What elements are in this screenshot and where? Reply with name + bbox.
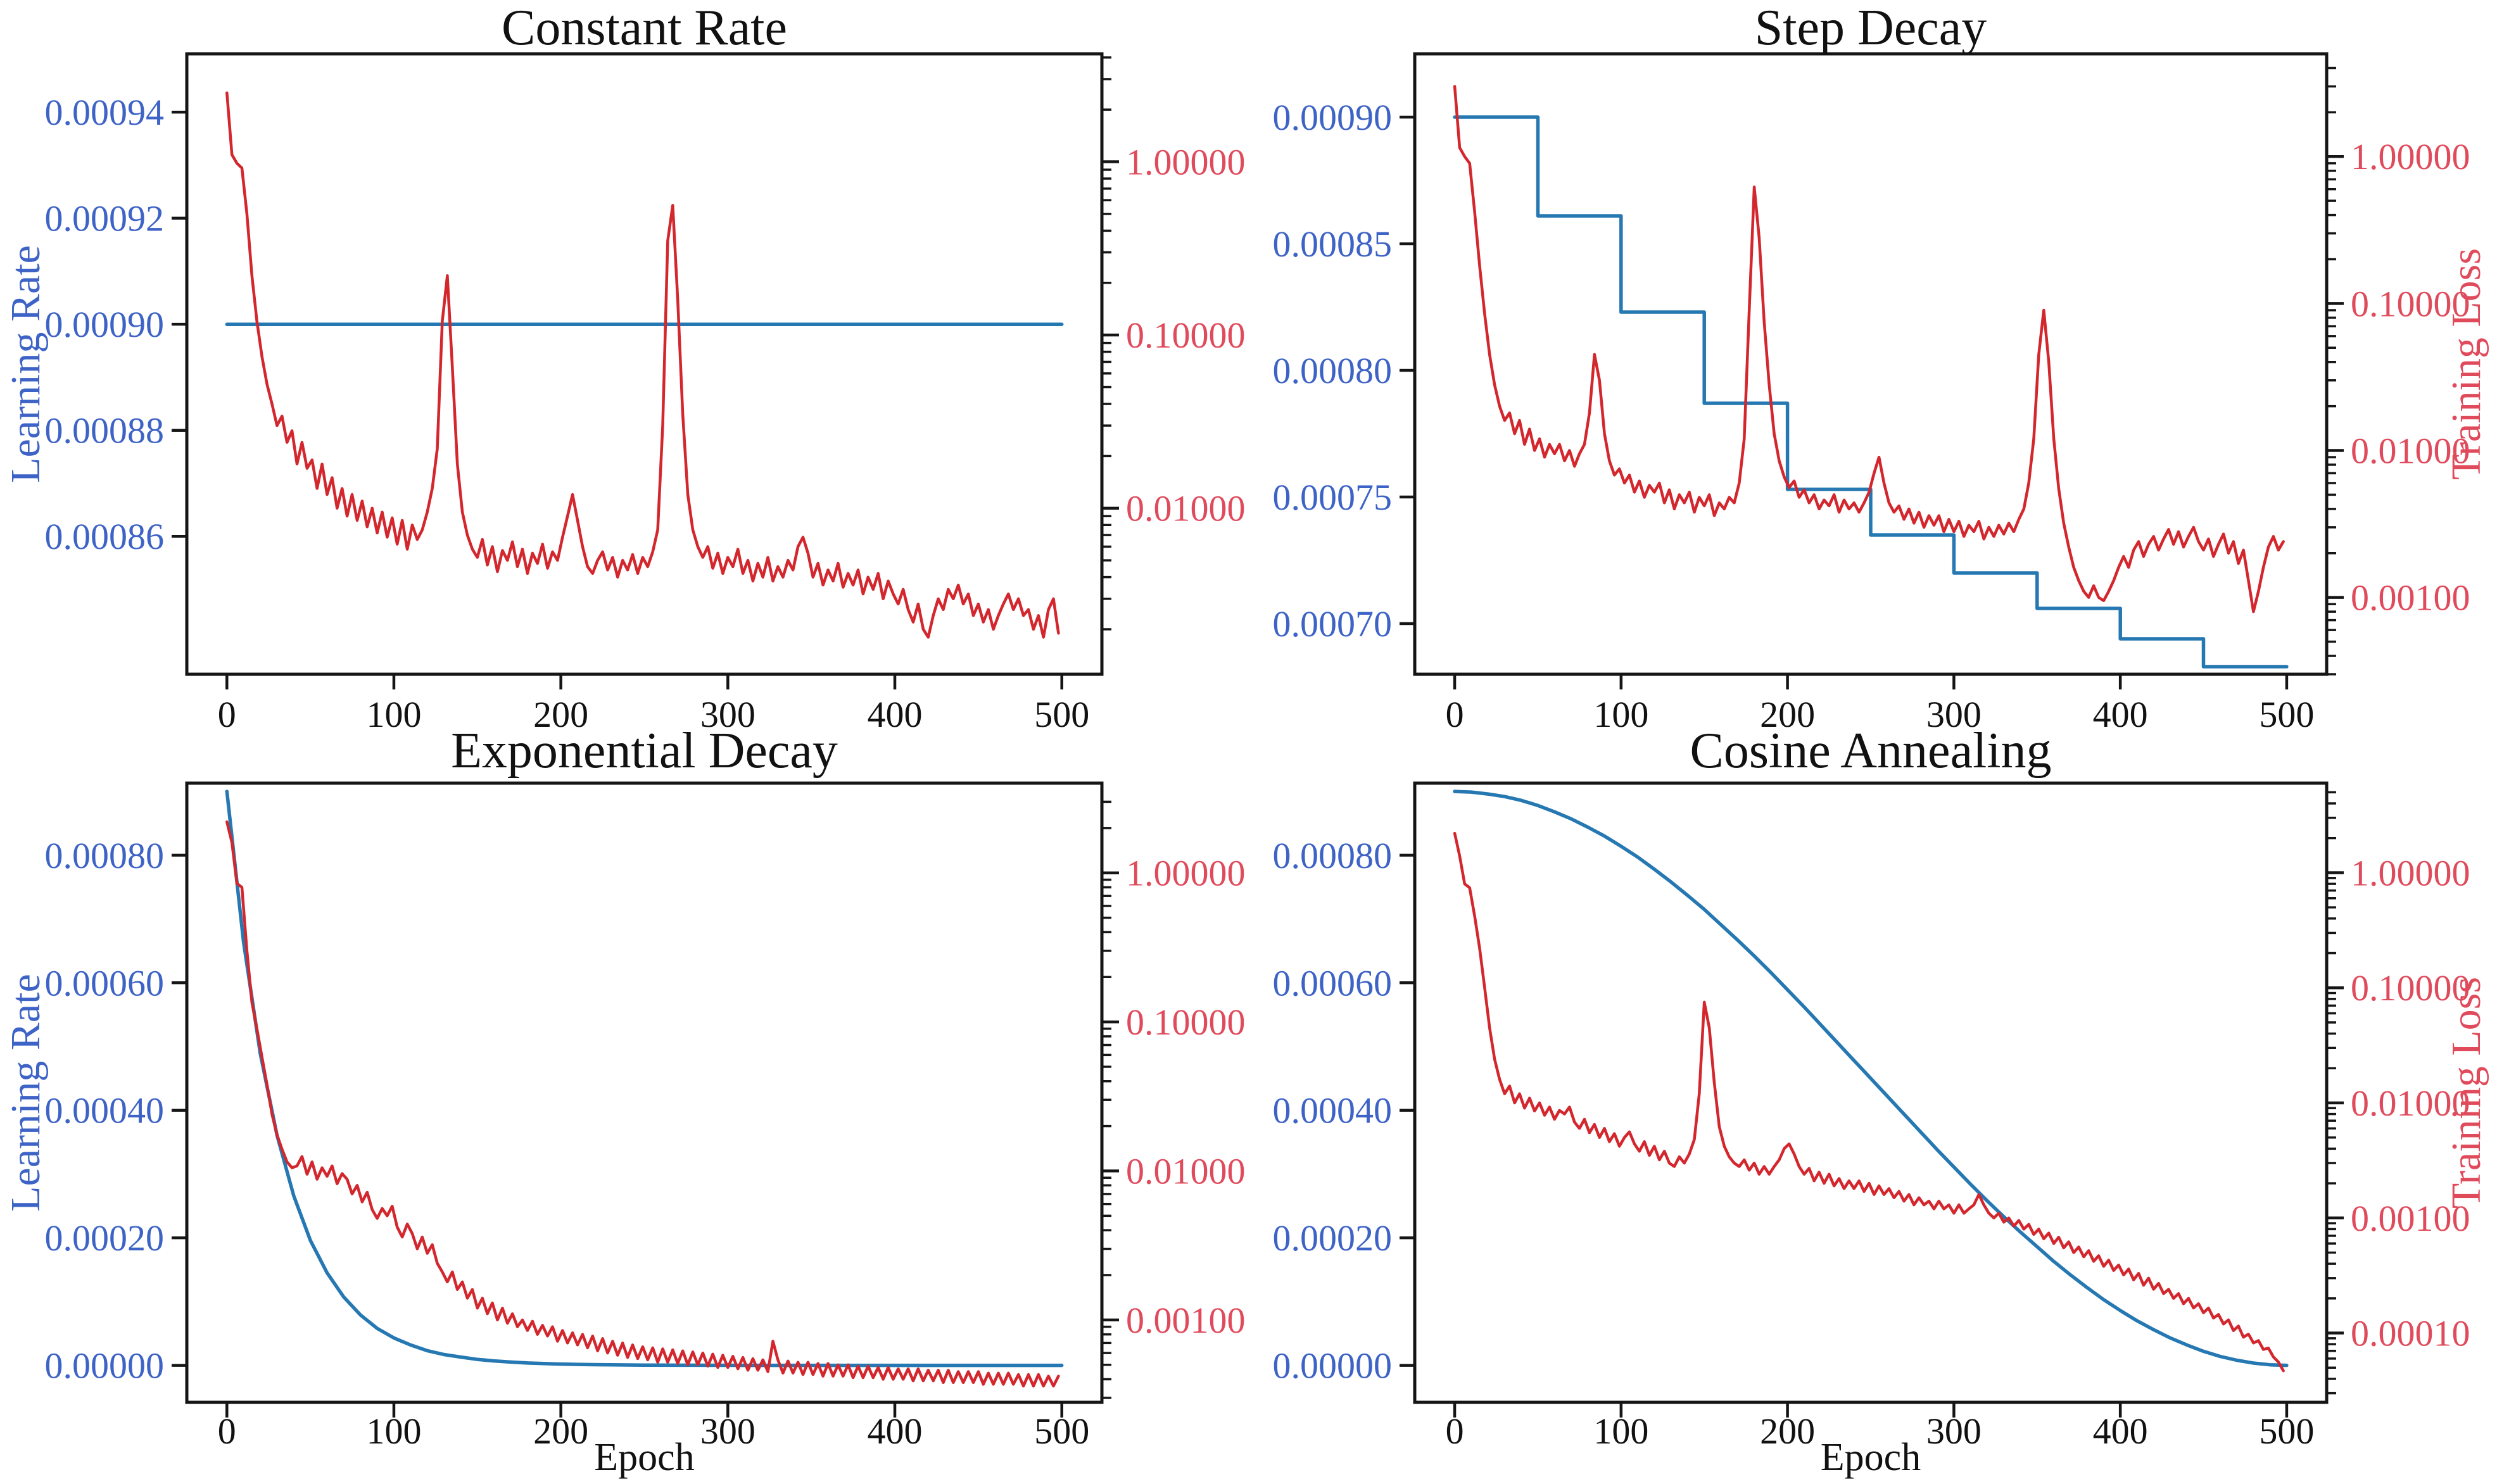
x-tick-label: 0 bbox=[218, 694, 236, 735]
left-tick-label: 0.00020 bbox=[45, 1217, 165, 1259]
plot-box bbox=[1413, 52, 2329, 676]
plot-title: Cosine Annealing bbox=[1690, 723, 2051, 779]
left-axis-title: Learning Rate bbox=[3, 245, 49, 483]
left-tick-label: 0.00085 bbox=[1273, 223, 1393, 265]
x-tick-label: 100 bbox=[1593, 1411, 1648, 1452]
plot-title: Step Decay bbox=[1755, 0, 1987, 56]
plot-box bbox=[185, 52, 1104, 676]
left-tick-label: 0.00060 bbox=[1273, 962, 1393, 1003]
learning-rate-line bbox=[1453, 789, 2289, 1368]
left-axis-title: Learning Rate bbox=[3, 974, 49, 1212]
left-tick-label: 0.00080 bbox=[1273, 350, 1393, 391]
x-tick-label: 200 bbox=[533, 1411, 588, 1452]
x-tick-label: 400 bbox=[868, 694, 923, 735]
x-tick-label: 200 bbox=[1760, 1411, 1815, 1452]
right-tick-label: 1.00000 bbox=[2351, 136, 2470, 177]
left-tick-label: 0.00090 bbox=[1273, 97, 1393, 138]
right-tick-label: 0.00100 bbox=[2351, 1198, 2470, 1239]
right-axis-title: Training Loss bbox=[2443, 977, 2489, 1209]
right-tick-label: 1.00000 bbox=[1126, 142, 1246, 183]
left-tick-label: 0.00000 bbox=[45, 1345, 165, 1387]
x-tick-label: 500 bbox=[2259, 1411, 2314, 1452]
training-loss-line bbox=[225, 91, 1060, 639]
left-tick-label: 0.00075 bbox=[1273, 477, 1393, 518]
x-tick-label: 500 bbox=[2259, 694, 2314, 735]
right-axis-title: Training Loss bbox=[2443, 248, 2489, 480]
left-tick-label: 0.00020 bbox=[1273, 1217, 1393, 1259]
x-axis-label: Epoch bbox=[1821, 1436, 1921, 1479]
x-tick-label: 100 bbox=[1593, 694, 1648, 735]
left-tick-label: 0.00040 bbox=[1273, 1090, 1393, 1131]
plot-title: Exponential Decay bbox=[451, 723, 838, 779]
x-tick-label: 400 bbox=[868, 1411, 923, 1452]
left-tick-label: 0.00080 bbox=[45, 835, 165, 876]
x-tick-label: 200 bbox=[1760, 694, 1815, 735]
right-tick-label: 0.01000 bbox=[2351, 431, 2470, 472]
right-tick-label: 1.00000 bbox=[1126, 853, 1246, 894]
left-tick-label: 0.00040 bbox=[45, 1090, 165, 1131]
x-tick-label: 0 bbox=[1446, 1411, 1464, 1452]
right-tick-label: 0.10000 bbox=[1126, 315, 1246, 356]
x-tick-label: 100 bbox=[366, 1411, 421, 1452]
x-tick-label: 200 bbox=[533, 694, 588, 735]
left-tick-label: 0.00000 bbox=[1273, 1345, 1393, 1387]
x-axis-label: Epoch bbox=[594, 1436, 694, 1479]
right-tick-label: 0.10000 bbox=[1126, 1002, 1246, 1043]
training-loss-line bbox=[1453, 831, 2285, 1373]
x-tick-label: 300 bbox=[700, 694, 755, 735]
right-tick-label: 0.01000 bbox=[2351, 1083, 2470, 1124]
learning-rate-line bbox=[225, 789, 1064, 1368]
x-tick-label: 500 bbox=[1034, 694, 1089, 735]
right-tick-label: 0.01000 bbox=[1126, 488, 1246, 529]
plot-box bbox=[185, 781, 1104, 1404]
right-tick-label: 0.00100 bbox=[2351, 577, 2470, 619]
x-tick-label: 400 bbox=[2093, 694, 2148, 735]
x-tick-label: 100 bbox=[366, 694, 421, 735]
plot-box bbox=[1413, 781, 2329, 1404]
x-tick-label: 300 bbox=[1926, 1411, 1982, 1452]
x-tick-label: 500 bbox=[1034, 1411, 1089, 1452]
learning-rate-line bbox=[1453, 115, 2289, 669]
right-tick-label: 0.01000 bbox=[1126, 1150, 1246, 1192]
training-loss-line bbox=[1453, 85, 2285, 613]
left-tick-label: 0.00060 bbox=[45, 962, 165, 1003]
left-tick-label: 0.00088 bbox=[45, 410, 165, 451]
x-tick-label: 0 bbox=[1446, 694, 1464, 735]
left-tick-label: 0.00094 bbox=[45, 92, 165, 133]
right-tick-label: 0.00010 bbox=[2351, 1313, 2470, 1354]
x-tick-label: 300 bbox=[1926, 694, 1982, 735]
training-loss-line bbox=[225, 820, 1060, 1388]
x-tick-label: 0 bbox=[218, 1411, 236, 1452]
left-tick-label: 0.00086 bbox=[45, 516, 165, 557]
right-tick-label: 0.00100 bbox=[1126, 1300, 1246, 1341]
left-tick-label: 0.00070 bbox=[1273, 603, 1393, 645]
right-tick-label: 0.10000 bbox=[2351, 967, 2470, 1009]
right-tick-label: 1.00000 bbox=[2351, 852, 2470, 893]
left-tick-label: 0.00092 bbox=[45, 198, 165, 239]
right-tick-label: 0.10000 bbox=[2351, 283, 2470, 324]
plot-title: Constant Rate bbox=[502, 0, 787, 56]
x-tick-label: 300 bbox=[700, 1411, 755, 1452]
x-tick-label: 400 bbox=[2093, 1411, 2148, 1452]
left-tick-label: 0.00090 bbox=[45, 304, 165, 345]
left-tick-label: 0.00080 bbox=[1273, 835, 1393, 876]
